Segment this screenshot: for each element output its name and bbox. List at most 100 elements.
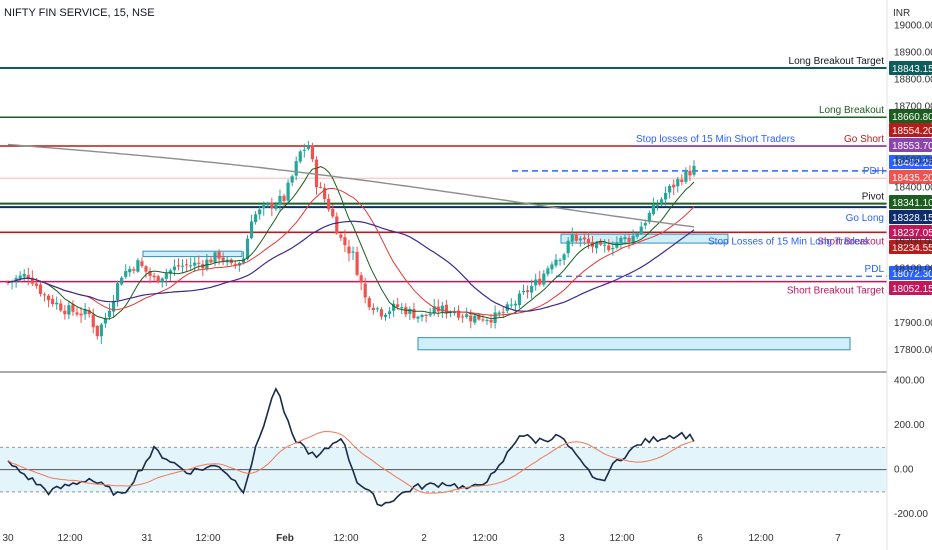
price-tag-label: 18462.25	[892, 158, 932, 169]
time-tick-label: 12:00	[195, 533, 220, 544]
price-tag-label: 18341.10	[892, 198, 932, 209]
level-name-label: Stop Losses of 15 Min Long Traders	[708, 236, 869, 247]
candle-body	[383, 314, 388, 317]
candle-body	[331, 208, 335, 217]
candle-body	[363, 283, 367, 298]
candle-body	[266, 203, 270, 206]
candle-body	[534, 279, 538, 286]
time-tick-label: 12:00	[472, 533, 497, 544]
time-tick-label: 30	[2, 533, 14, 544]
candle-body	[318, 186, 323, 188]
level-name-label: Pivot	[862, 192, 884, 203]
candle-body	[339, 234, 343, 238]
level-name-label: Short Breakout Target	[787, 286, 884, 297]
candle-body	[152, 275, 156, 278]
candle-body	[692, 165, 696, 175]
ema-fast-line	[7, 166, 695, 320]
price-tag	[889, 138, 932, 152]
price-tag-label: 18328.15	[892, 213, 932, 224]
candle-body	[538, 278, 542, 285]
candle-body	[680, 179, 684, 183]
candle-body	[132, 269, 136, 271]
candle-body	[193, 262, 197, 266]
candle-body	[343, 237, 347, 246]
osc-tick-label: 0.00	[894, 465, 914, 476]
candle-body	[249, 221, 254, 239]
candle-body	[79, 313, 83, 316]
candle-body	[668, 185, 672, 193]
price-tag-label: 18435.20	[892, 173, 932, 184]
candle-body	[530, 286, 534, 293]
candle-body	[217, 251, 221, 259]
long-ma-line	[7, 143, 695, 228]
candle-body	[643, 223, 647, 226]
price-tag	[889, 170, 932, 184]
candle-body	[59, 303, 63, 311]
candle-body	[509, 304, 513, 306]
time-tick-label: 12:00	[748, 533, 773, 544]
candle-body	[274, 204, 278, 209]
time-tick-label: 7	[835, 533, 841, 544]
candle-body	[623, 237, 627, 240]
candle-body	[659, 199, 664, 204]
price-tick-label: 18900.00	[894, 48, 932, 59]
candle-body	[663, 192, 668, 200]
candle-body	[164, 273, 168, 279]
candle-body	[22, 273, 26, 277]
candle-body	[611, 247, 615, 250]
candle-body	[120, 277, 124, 285]
candle-body	[6, 282, 10, 284]
level-name-label: Short Breakout	[817, 236, 884, 247]
candle-body	[111, 300, 116, 312]
candle-body	[189, 265, 193, 267]
candle-body	[71, 304, 75, 312]
candle-body	[87, 310, 91, 315]
candle-body	[379, 309, 384, 317]
time-tick-label: Feb	[276, 533, 294, 544]
osc-tick-label: 400.00	[894, 376, 925, 387]
candle-body	[574, 234, 578, 241]
candle-body	[140, 261, 144, 267]
candle-body	[501, 311, 505, 313]
candle-body	[347, 246, 351, 254]
osc-tick-label: 200.00	[894, 420, 925, 431]
price-pane: Long Breakout Target Long Breakout Go Shor…	[0, 56, 932, 351]
candle-body	[392, 303, 396, 311]
candle-body	[46, 295, 51, 301]
candle-body	[473, 315, 477, 323]
price-tick-label: 17800.00	[894, 345, 932, 356]
candle-body	[128, 268, 132, 273]
candle-body	[416, 316, 420, 319]
candle-body	[655, 204, 660, 206]
candle-body	[310, 145, 315, 160]
ema-slow-line	[7, 220, 695, 312]
candle-body	[156, 276, 160, 282]
price-tag	[889, 266, 932, 280]
candle-body	[566, 240, 570, 254]
candle-body	[578, 238, 582, 241]
candle-body	[160, 278, 164, 283]
candle-body	[221, 257, 225, 262]
candle-body	[282, 195, 286, 201]
candle-body	[83, 309, 87, 315]
candle-body	[461, 316, 465, 318]
candle-body	[607, 245, 611, 251]
price-tick-label: 18400.00	[894, 183, 932, 194]
osc-tick-label: -200.00	[894, 509, 928, 520]
candle-body	[290, 176, 294, 183]
price-tag	[889, 281, 932, 295]
candle-body	[428, 314, 432, 316]
candle-body	[351, 251, 355, 253]
price-tag	[889, 195, 932, 209]
candle-body	[258, 209, 262, 215]
candle-body	[542, 273, 546, 285]
candle-body	[335, 216, 339, 234]
candle-body	[456, 310, 461, 318]
candle-body	[485, 320, 489, 322]
zone-box-feb3	[560, 233, 729, 244]
candle-body	[627, 237, 631, 242]
zone-box-lower	[417, 337, 851, 351]
candle-body	[30, 277, 34, 284]
